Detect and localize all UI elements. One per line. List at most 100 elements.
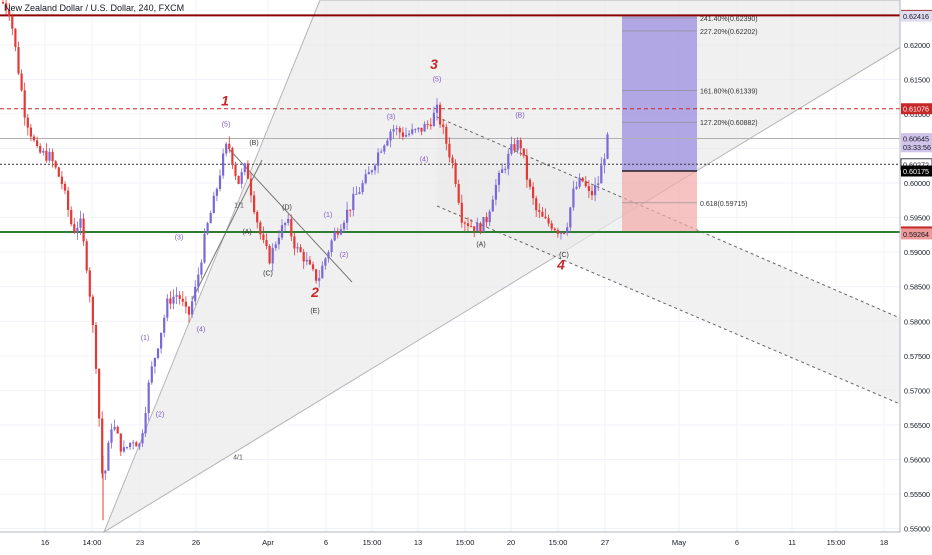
candle-body	[501, 169, 504, 173]
candle-body	[594, 184, 597, 196]
candle-body	[603, 158, 606, 166]
candle-body	[51, 151, 54, 162]
candle-body	[237, 175, 240, 184]
wave-major-label: 5	[718, 0, 726, 1]
candle-body	[98, 368, 101, 419]
candle-body	[274, 244, 277, 249]
candle-body	[45, 150, 48, 161]
candle-body	[532, 186, 535, 199]
wave-minor-label: (A)	[476, 242, 485, 249]
price-tick-label: 0.58500	[904, 283, 930, 292]
candle-body	[296, 247, 299, 249]
candle-body	[54, 161, 57, 168]
candle-body	[538, 210, 541, 212]
candle-body	[473, 226, 476, 231]
wave-major-label: 1	[221, 93, 229, 109]
candle-body	[352, 193, 355, 211]
candle-body	[339, 229, 342, 235]
candle-body	[553, 228, 556, 231]
candle-body	[386, 140, 389, 146]
candle-body	[507, 153, 510, 169]
falling-channel	[437, 117, 900, 404]
candle-body	[336, 231, 339, 235]
candle-body	[181, 298, 184, 302]
candle-body	[17, 47, 20, 74]
candle-body	[299, 247, 302, 252]
fib-level-label: 227.20%(0.62202)	[700, 29, 758, 36]
candle-body	[544, 216, 547, 219]
candle-body	[494, 184, 497, 200]
candle-body	[597, 183, 600, 185]
candle-body	[569, 207, 572, 228]
candle-body	[380, 151, 383, 153]
candle-body	[280, 225, 284, 238]
candle-body	[479, 223, 482, 232]
candle-body	[584, 181, 587, 187]
price-tick-label: 0.60000	[904, 179, 930, 188]
candle-body	[110, 429, 113, 443]
candle-body	[606, 134, 609, 159]
candle-body	[147, 382, 150, 414]
wave-minor-label: (5)	[433, 77, 442, 84]
candle-body	[191, 301, 194, 315]
candle-body	[14, 28, 17, 48]
candle-body	[222, 153, 225, 176]
candle-body	[575, 186, 578, 189]
candle-body	[321, 265, 324, 279]
candle-body	[60, 176, 63, 184]
wave-minor-label: (4)	[197, 327, 206, 334]
candle-body	[215, 188, 218, 196]
candle-body	[113, 426, 116, 430]
target-zone	[622, 16, 697, 172]
wave-minor-label: (3)	[387, 114, 396, 121]
candle-body	[491, 199, 494, 212]
candle-body	[249, 178, 253, 196]
price-label-text: 0.62416	[903, 12, 929, 21]
time-tick-label: 20	[507, 538, 515, 547]
price-tick-label: 0.56000	[904, 455, 930, 464]
candle-body	[225, 143, 228, 154]
candle-body	[169, 298, 172, 304]
candle-body	[355, 193, 358, 195]
price-tick-label: 0.55000	[904, 525, 930, 534]
fib-level-label: 127.20%(0.60882)	[700, 120, 758, 127]
candle-body	[395, 128, 398, 130]
candle-body	[460, 202, 463, 223]
time-tick-label: May	[672, 538, 686, 547]
price-tick-label: 0.59500	[904, 214, 930, 223]
candle-body	[330, 240, 333, 253]
candle-body	[262, 234, 265, 241]
candle-body	[451, 157, 454, 163]
candle-body	[389, 131, 392, 141]
candle-body	[8, 10, 11, 17]
candle-body	[476, 223, 479, 231]
candle-body	[94, 324, 98, 369]
fib-level-label: 0.618(0.59715)	[700, 201, 747, 208]
price-label-text: 0.59264	[903, 230, 929, 239]
candle-body	[373, 165, 377, 171]
price-label-text: 0.60645	[903, 135, 929, 144]
price-label-box	[901, 141, 932, 153]
candle-body	[178, 295, 181, 299]
candle-body	[23, 90, 26, 118]
candle-body	[581, 177, 584, 182]
candle-body	[504, 168, 507, 170]
wave-minor-label: (B)	[515, 112, 524, 119]
candle-body	[442, 124, 445, 127]
candle-body	[383, 145, 386, 152]
wave-minor-label: (2)	[156, 412, 165, 419]
candle-body	[32, 136, 36, 141]
candle-body	[268, 245, 271, 264]
candle-body	[153, 357, 156, 367]
candle-body	[404, 134, 408, 137]
candle-body	[231, 148, 234, 166]
wave-minor-label: (1)	[324, 212, 333, 219]
time-tick-label: 15:00	[363, 538, 382, 547]
candle-body	[85, 241, 88, 271]
candle-body	[73, 224, 76, 233]
candle-body	[417, 127, 420, 130]
fib-level-label: 161.80%(0.61339)	[700, 89, 758, 96]
price-label-box	[901, 133, 932, 145]
time-tick-label: 11	[788, 538, 796, 547]
